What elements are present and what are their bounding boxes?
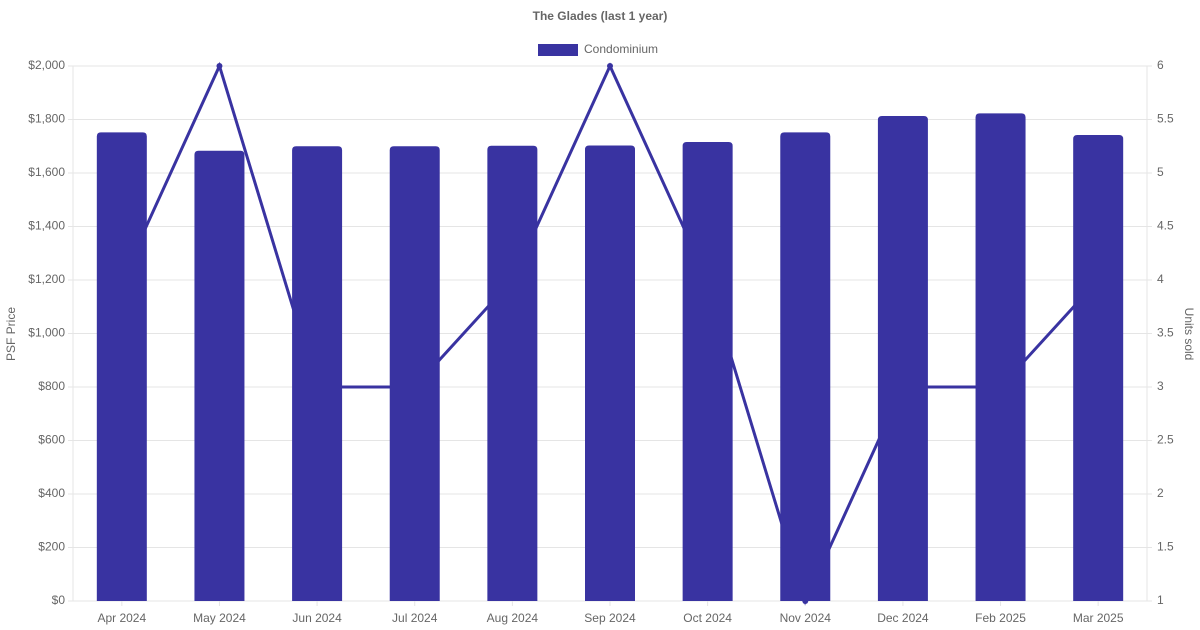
y2-tick-label: 4 <box>1157 272 1164 286</box>
line-point <box>607 63 613 69</box>
y2-tick-label: 5.5 <box>1157 112 1174 126</box>
bar <box>975 113 1026 601</box>
y2-tick-label: 1.5 <box>1157 540 1174 554</box>
bar <box>96 132 147 601</box>
y-tick-label: $1,800 <box>28 112 65 126</box>
y-tick-label: $0 <box>52 593 66 607</box>
y-tick-label: $400 <box>38 486 65 500</box>
y2-tick-label: 3.5 <box>1157 326 1174 340</box>
x-tick-label: Sep 2024 <box>584 611 636 625</box>
y2-tick-label: 2 <box>1157 486 1164 500</box>
x-tick-label: Nov 2024 <box>780 611 832 625</box>
x-tick-label: May 2024 <box>193 611 246 625</box>
bar <box>389 146 440 601</box>
y-tick-label: $1,000 <box>28 326 65 340</box>
y-tick-label: $2,000 <box>28 58 65 72</box>
y-tick-label: $1,400 <box>28 219 65 233</box>
legend-label: Condominium <box>584 42 658 56</box>
bar <box>585 145 635 601</box>
x-tick-label: Mar 2025 <box>1073 611 1124 625</box>
x-tick-label: Jul 2024 <box>392 611 438 625</box>
bar <box>292 146 343 601</box>
bar <box>194 150 245 602</box>
y2-axis-title: Units sold <box>1182 308 1196 361</box>
x-tick-label: Dec 2024 <box>877 611 929 625</box>
y2-tick-label: 1 <box>1157 593 1164 607</box>
y-tick-label: $1,600 <box>28 165 65 179</box>
x-tick-label: Jun 2024 <box>292 611 342 625</box>
y-tick-label: $800 <box>38 379 65 393</box>
y-tick-label: $600 <box>38 433 65 447</box>
bar <box>487 145 538 601</box>
y2-tick-label: 4.5 <box>1157 219 1174 233</box>
bar <box>877 116 928 602</box>
x-tick-label: Feb 2025 <box>975 611 1026 625</box>
bar <box>1073 135 1124 601</box>
line-point <box>216 63 223 69</box>
y-axis-title: PSF Price <box>4 307 18 361</box>
x-tick-label: Apr 2024 <box>97 611 146 625</box>
x-tick-label: Aug 2024 <box>487 611 539 625</box>
bar <box>682 141 733 601</box>
y2-tick-label: 2.5 <box>1157 433 1174 447</box>
y2-tick-label: 5 <box>1157 165 1164 179</box>
x-tick-label: Oct 2024 <box>683 611 732 625</box>
y-tick-label: $200 <box>38 540 65 554</box>
y2-tick-label: 6 <box>1157 58 1164 72</box>
y-tick-label: $1,200 <box>28 272 65 286</box>
legend-swatch <box>538 44 578 56</box>
chart-title: The Glades (last 1 year) <box>533 9 668 23</box>
y2-tick-label: 3 <box>1157 379 1164 393</box>
bar <box>780 132 831 601</box>
